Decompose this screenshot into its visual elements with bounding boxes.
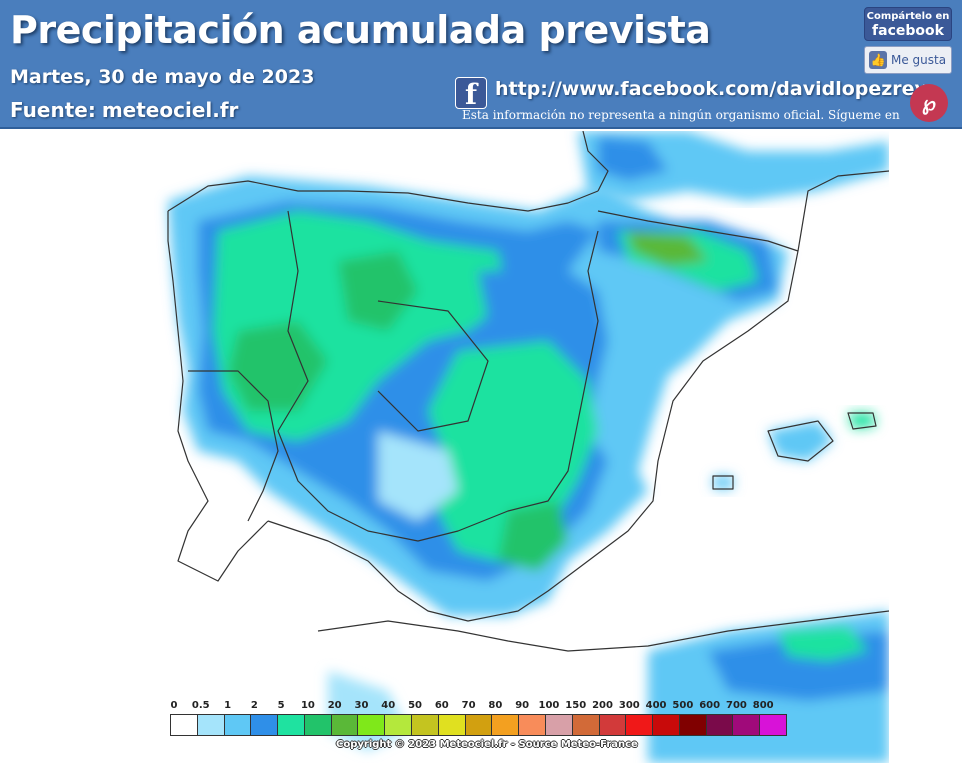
legend-label: 0.5 [191, 700, 210, 711]
legend-swatch [518, 714, 546, 736]
legend-label: 200 [592, 700, 613, 711]
legend-swatch [384, 714, 413, 736]
legend-swatch [330, 714, 359, 736]
legend-label: 600 [699, 700, 721, 711]
legend-swatch [678, 714, 707, 736]
legend-swatch [196, 714, 225, 736]
legend-swatch [759, 714, 787, 736]
legend-label: 700 [725, 700, 747, 711]
author-logo-icon[interactable]: ℘ [910, 84, 948, 122]
legend-swatch [411, 714, 439, 736]
legend-swatch [571, 714, 600, 736]
legend-swatch [464, 714, 493, 736]
coastline-borders [167, 131, 889, 652]
france-precip-field [578, 131, 889, 201]
copyright-text: Copyright © 2023 Meteociel.fr - Source M… [336, 739, 638, 750]
legend-label: 10 [300, 700, 315, 711]
header-banner: Precipitación acumulada prevista Martes,… [0, 0, 962, 129]
legend-swatch [598, 714, 627, 736]
source-line: Fuente: meteociel.fr [10, 98, 238, 122]
legend-label: 40 [381, 700, 396, 711]
legend-swatch [652, 714, 680, 736]
forecast-date: Martes, 30 de mayo de 2023 [10, 66, 315, 88]
legend-label: 300 [618, 700, 640, 711]
legend-label: 800 [752, 700, 774, 711]
legend-label: 70 [461, 700, 476, 711]
legend-label: 90 [515, 700, 530, 711]
legend-swatch [250, 714, 279, 736]
legend-label: 30 [354, 700, 369, 711]
legend-swatch [303, 714, 332, 736]
share-facebook-button[interactable]: Compártelo en facebook [864, 7, 952, 41]
legend-label: 100 [538, 700, 560, 711]
balearic-islands [713, 413, 876, 489]
legend-label: 0 [170, 700, 178, 711]
legend-swatch [625, 714, 654, 736]
legend-label: 2 [250, 700, 258, 711]
legend-label: 400 [645, 700, 667, 711]
source-value: meteociel.fr [101, 98, 239, 122]
legend-label: 50 [408, 700, 422, 711]
share-brand: facebook [872, 23, 944, 39]
facebook-icon[interactable]: f [455, 77, 487, 111]
legend-label: 150 [565, 700, 587, 711]
legend-swatch [491, 714, 520, 736]
facebook-link[interactable]: http://www.facebook.com/davidlopezrey [495, 78, 927, 100]
share-label: Compártelo en [866, 11, 950, 22]
legend-label: 80 [488, 700, 503, 711]
legend-swatch [437, 714, 466, 736]
thumbs-up-icon: 👍 [869, 51, 887, 69]
like-label: Me gusta [891, 53, 947, 67]
legend-swatch [277, 714, 305, 736]
legend-label: 60 [434, 700, 449, 711]
legend-label: 20 [327, 700, 342, 711]
precipitation-map [128, 131, 889, 763]
legend-swatch [357, 714, 386, 736]
source-label: Fuente: [10, 98, 96, 122]
legend-swatch [223, 714, 252, 736]
legend-label: 5 [277, 700, 285, 711]
legend-swatch [544, 714, 573, 736]
legend-label: 1 [224, 700, 232, 711]
legend-swatch [732, 714, 761, 736]
legend-label: 500 [672, 700, 694, 711]
disclaimer-text: Esta información no representa a ningún … [462, 108, 900, 122]
precipitation-legend: 0 0.5 1 2 5 10 20 30 40 50 60 70 80 90 100 150 200 300 400… [170, 700, 790, 740]
legend-swatch [170, 714, 198, 736]
legend-swatch [705, 714, 734, 736]
like-button[interactable]: 👍 Me gusta [864, 46, 952, 74]
page-title: Precipitación acumulada prevista [10, 8, 711, 52]
